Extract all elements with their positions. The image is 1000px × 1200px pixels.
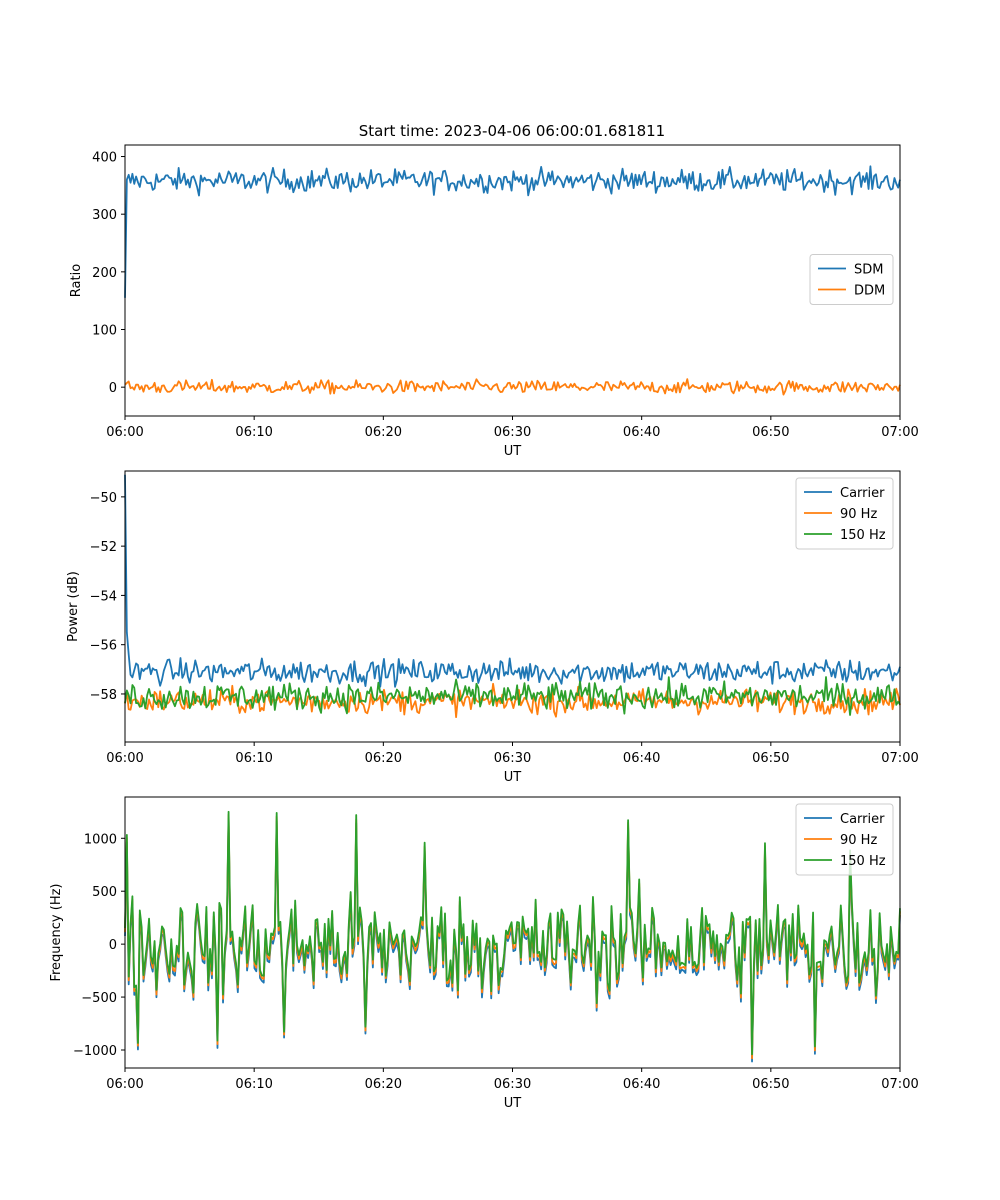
y-tick-label: 400	[92, 151, 117, 166]
y-tick-label: 200	[92, 266, 117, 281]
y-tick-label: −52	[90, 540, 117, 555]
chart-title: Start time: 2023-04-06 06:00:01.681811	[359, 122, 665, 140]
x-tick-label: 06:30	[494, 425, 531, 440]
x-tick-label: 06:50	[752, 425, 789, 440]
y-tick-label: −50	[90, 491, 117, 506]
y-axis-label: Frequency (Hz)	[49, 883, 64, 981]
y-tick-label: 0	[109, 381, 117, 396]
x-tick-label: 06:20	[365, 425, 402, 440]
y-axis-label: Power (dB)	[66, 571, 81, 642]
y-tick-label: −58	[90, 688, 117, 703]
x-tick-label: 06:00	[106, 1077, 143, 1092]
legend-label: 90 Hz	[840, 507, 877, 522]
x-tick-label: 07:00	[881, 751, 918, 766]
y-tick-label: −54	[90, 589, 117, 604]
x-tick-label: 06:30	[494, 1077, 531, 1092]
series-line-150-hz	[124, 810, 901, 1056]
x-tick-label: 06:50	[752, 1077, 789, 1092]
chart-panel-3: 06:00 06:10 06:20 06:30 06:40 06:50 07:00 −1000…	[49, 796, 919, 1111]
x-tick-label: 06:20	[365, 1077, 402, 1092]
legend-label: 150 Hz	[840, 854, 886, 869]
y-tick-label: 300	[92, 208, 117, 223]
x-tick-label: 07:00	[881, 1077, 918, 1092]
legend: Carrier 90 Hz 150 Hz	[795, 803, 894, 876]
x-tick-label: 06:10	[235, 1077, 272, 1092]
y-tick-label: −56	[90, 639, 117, 654]
y-tick-label: 1000	[84, 832, 117, 847]
legend: SDM DDM	[809, 254, 894, 305]
x-tick-label: 06:40	[623, 1077, 660, 1092]
y-tick-label: −500	[81, 991, 117, 1006]
x-axis-label: UT	[504, 1096, 522, 1111]
legend-box	[795, 803, 894, 876]
legend-label: 90 Hz	[840, 833, 877, 848]
y-axis-label: Ratio	[69, 264, 84, 297]
x-axis-label: UT	[504, 770, 522, 785]
legend-label: DDM	[854, 284, 885, 299]
x-tick-label: 06:10	[235, 751, 272, 766]
series-line-150-hz	[124, 676, 901, 716]
x-tick-label: 06:10	[235, 425, 272, 440]
chart-panel-2: 06:00 06:10 06:20 06:30 06:40 06:50 07:00 −58 −5…	[66, 470, 919, 785]
legend-box	[809, 254, 894, 305]
chart-panel-1: 06:00 06:10 06:20 06:30 06:40 06:50 07:00 0 100 2…	[69, 144, 919, 459]
y-tick-label: −1000	[73, 1044, 117, 1059]
x-tick-label: 07:00	[881, 425, 918, 440]
x-tick-label: 06:40	[623, 425, 660, 440]
x-axis-label: UT	[504, 444, 522, 459]
x-tick-label: 06:30	[494, 751, 531, 766]
legend-label: Carrier	[840, 486, 885, 501]
legend-label: 150 Hz	[840, 528, 886, 543]
y-tick-label: 0	[109, 938, 117, 953]
y-tick-label: 500	[92, 885, 117, 900]
series-line-sdm	[124, 165, 901, 298]
x-tick-label: 06:00	[106, 425, 143, 440]
x-tick-label: 06:50	[752, 751, 789, 766]
series-line-90-hz	[124, 682, 901, 719]
series-line-ddm	[124, 378, 901, 396]
series-line-carrier	[124, 474, 901, 688]
y-tick-label: 100	[92, 324, 117, 339]
legend-label: Carrier	[840, 812, 885, 827]
legend: Carrier 90 Hz 150 Hz	[795, 477, 894, 550]
legend-label: SDM	[854, 263, 883, 278]
legend-box	[795, 477, 894, 550]
x-tick-label: 06:40	[623, 751, 660, 766]
x-tick-label: 06:00	[106, 751, 143, 766]
x-tick-label: 06:20	[365, 751, 402, 766]
